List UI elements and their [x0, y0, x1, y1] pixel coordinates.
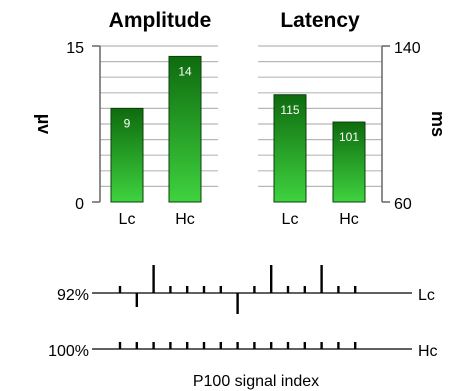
amplitude-tick-max: 15: [66, 40, 84, 57]
amplitude-title: Amplitude: [109, 9, 212, 32]
latency-bar-label-lc: 115: [280, 103, 299, 117]
amplitude-cat-lc: Lc: [119, 211, 136, 228]
latency-cat-hc: Hc: [339, 211, 359, 228]
signal-row-hc-name: Hc: [418, 343, 438, 360]
latency-cat-lc: Lc: [282, 211, 299, 228]
signal-row-lc-percent: 92%: [57, 287, 89, 304]
latency-tick-max: 140: [394, 40, 421, 57]
amplitude-ylabel: µv: [34, 114, 54, 134]
signal-row-lc-name: Lc: [418, 287, 435, 304]
latency-ylabel: ms: [428, 111, 448, 137]
amplitude-bar-label-hc: 14: [178, 64, 192, 78]
amplitude-bar-lc: [110, 107, 144, 203]
latency-bar-lc: [273, 94, 307, 203]
latency-title: Latency: [280, 9, 360, 32]
latency-tick-min: 60: [394, 196, 412, 213]
latency-bar-hc: [332, 121, 366, 203]
signal-row-hc-percent: 100%: [48, 343, 89, 360]
amplitude-bar-hc: [168, 55, 202, 203]
amplitude-bar-label-lc: 9: [124, 116, 131, 130]
latency-bar-label-hc: 101: [339, 130, 359, 144]
signal-layer: [92, 265, 412, 350]
amplitude-cat-hc: Hc: [175, 211, 195, 228]
amplitude-tick-min: 0: [75, 196, 84, 213]
bars-layer: 9 14 115 101: [110, 55, 366, 203]
signal-index-caption: P100 signal index: [193, 373, 319, 390]
